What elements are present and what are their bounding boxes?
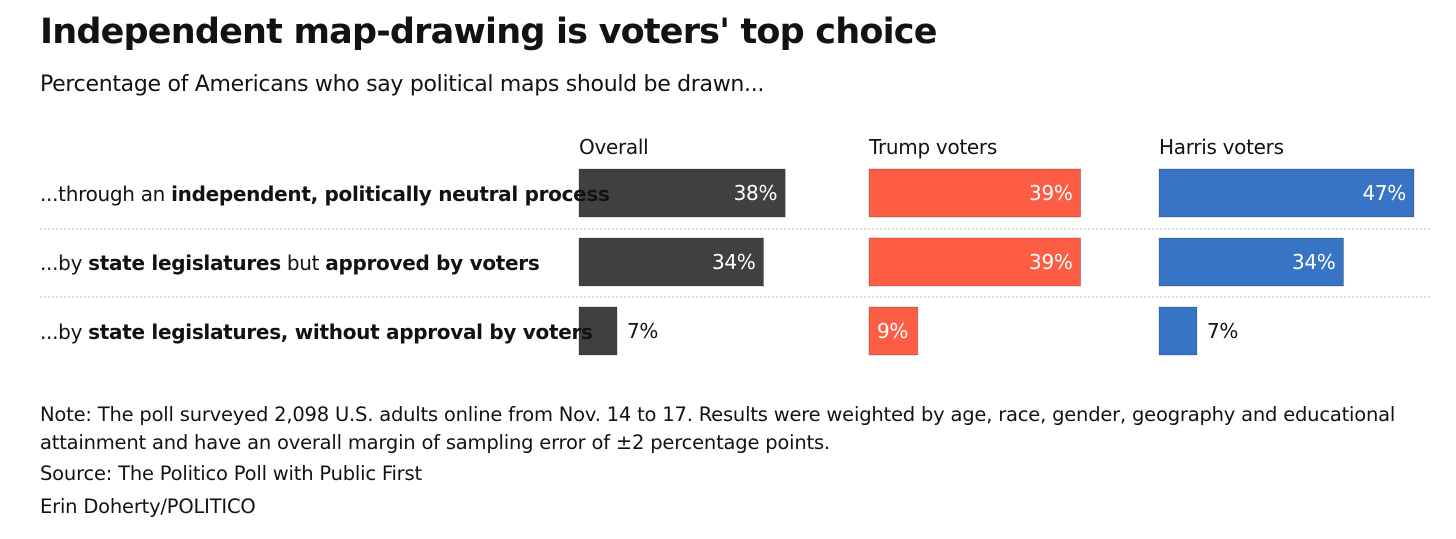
bar-value-label-1-0: 39% [1029,181,1073,205]
bar-value-label-0-0: 38% [734,181,778,205]
bar-0-0 [578,168,786,218]
row-label-legislatures-approved: ...by state legislatures but approved by… [40,251,540,275]
row-label-legislatures-no-approval: ...by state legislatures, without approv… [40,320,593,344]
row-label-rest: but [280,251,326,275]
row-label-bold-2: approved by voters [325,251,540,275]
chart-area: Overall 38% 34% 7% Trump voters 39% 39% 9% Harri… [40,135,1430,356]
bar-2-1 [1158,237,1344,287]
row-label-independent: ...through an independent, politically n… [40,182,610,206]
bar-2-0 [1158,168,1415,218]
bar-1-2 [868,306,919,356]
bar-0-2 [578,306,618,356]
bar-value-label-2-1: 34% [1292,250,1336,274]
chart-subtitle: Percentage of Americans who say politica… [40,72,765,97]
bar-2-2 [1158,306,1198,356]
bar-value-label-1-2: 9% [877,319,908,343]
bar-chart: Overall 38% 34% 7% Trump voters 39% 39% 9% Harri… [40,135,1430,356]
chart-credit: Erin Doherty/POLITICO [40,495,256,518]
bar-value-label-1-1: 39% [1029,250,1073,274]
row-label-plain: ...by [40,320,89,344]
bar-value-label-0-1: 34% [712,250,756,274]
row-label-bold: state legislatures [88,251,281,275]
bar-value-label-0-2: 7% [627,319,658,343]
panel-header-2: Harris voters [1159,135,1284,159]
row-label-bold: independent, politically neutral process [171,182,610,206]
chart-title: Independent map-drawing is voters' top c… [40,12,938,52]
panel-header-1: Trump voters [868,135,997,159]
row-label-plain: ...through an [40,182,172,206]
chart-note: Note: The poll surveyed 2,098 U.S. adult… [40,403,1396,454]
bar-value-label-2-2: 7% [1207,319,1238,343]
bar-0-1 [578,237,764,287]
chart-source: Source: The Politico Poll with Public Fi… [40,462,422,485]
bar-1-0 [868,168,1082,218]
bar-1-1 [868,237,1082,287]
row-label-plain: ...by [40,251,89,275]
panel-header-0: Overall [579,135,648,159]
row-label-bold: state legislatures, without approval by … [88,320,593,344]
bar-value-label-2-0: 47% [1362,181,1406,205]
